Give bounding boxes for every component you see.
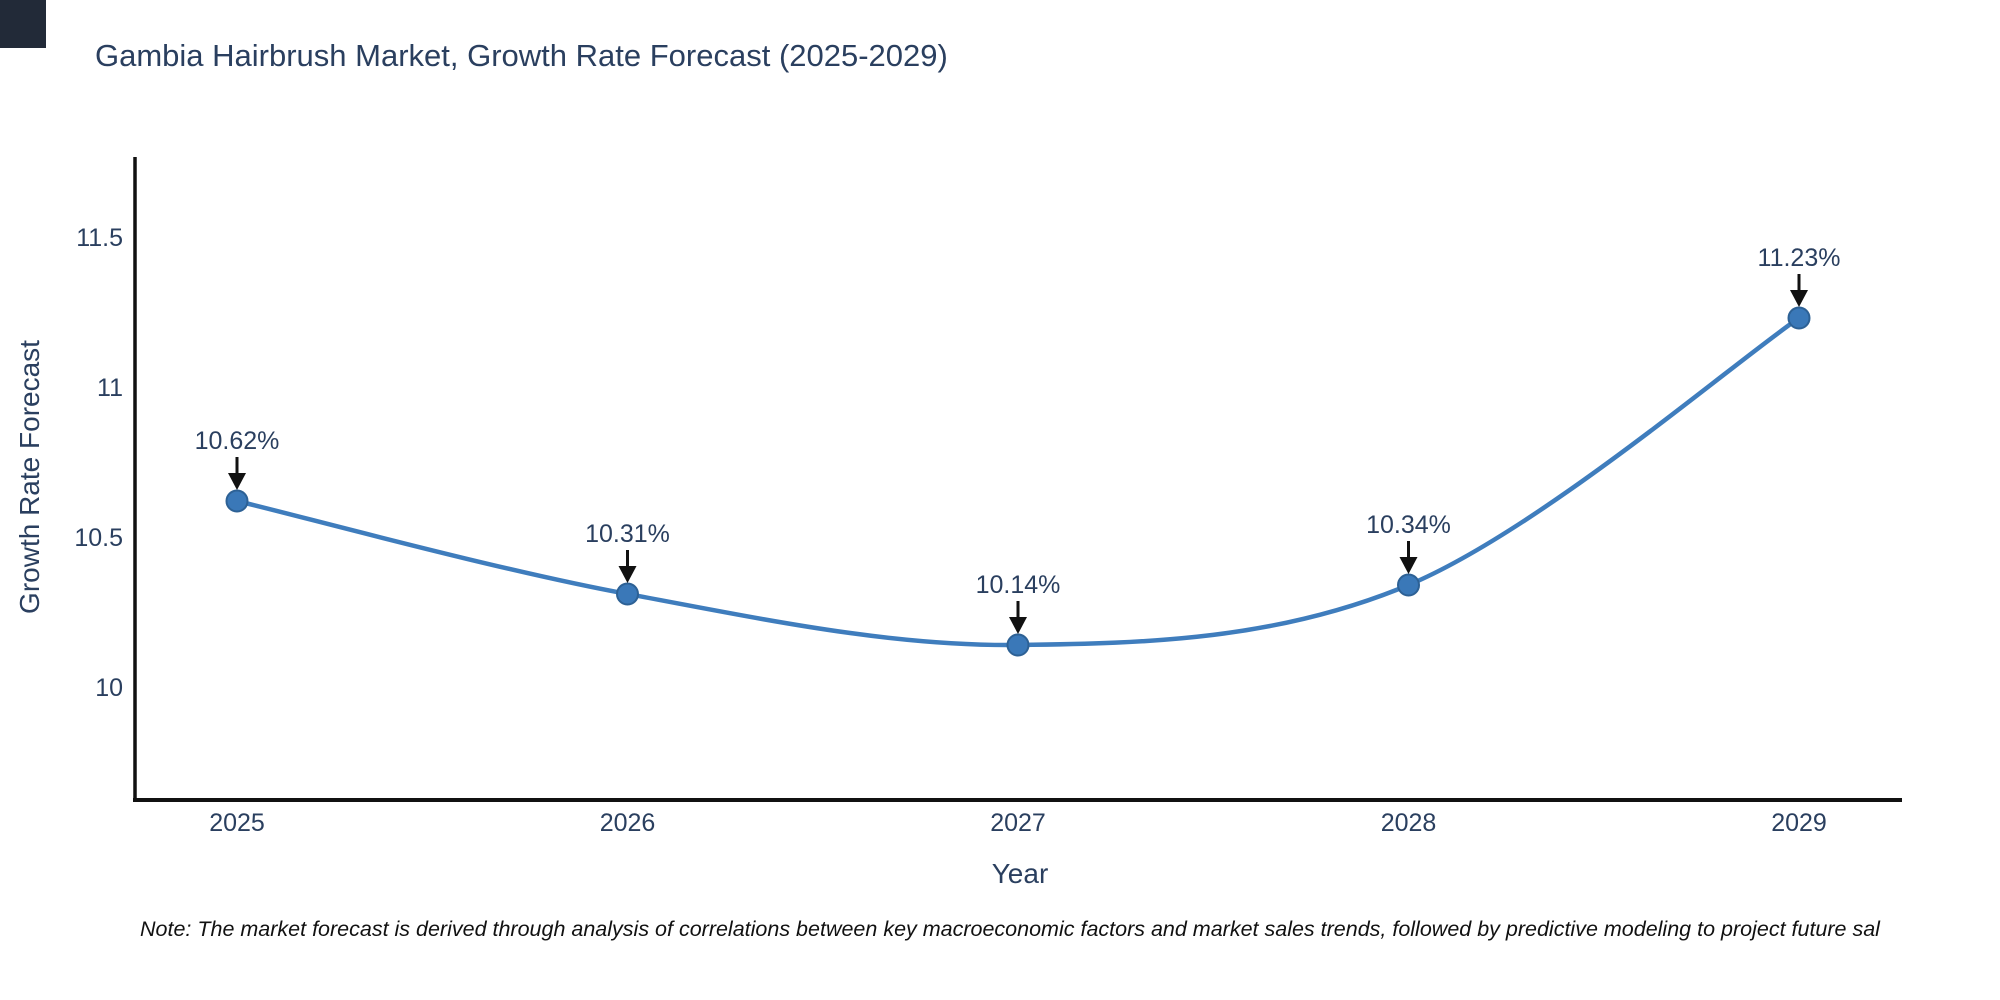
corner-artifact xyxy=(0,0,46,48)
annotation-label: 10.31% xyxy=(585,520,670,548)
annotation-label: 11.23% xyxy=(1758,244,1841,272)
annotation-arrowhead xyxy=(1399,557,1418,574)
data-point-marker xyxy=(225,489,249,513)
x-tick-label: 2026 xyxy=(600,809,656,837)
annotation-label: 10.34% xyxy=(1366,511,1451,539)
annotation-arrowhead xyxy=(1790,290,1808,307)
x-tick-label: 2029 xyxy=(1771,809,1827,837)
annotation-arrowhead xyxy=(1009,617,1027,634)
x-tick-label: 2028 xyxy=(1381,809,1437,837)
x-tick-label: 2025 xyxy=(209,809,265,837)
x-axis-title: Year xyxy=(991,858,1049,889)
y-tick-label: 11 xyxy=(97,374,123,402)
chart-title: Gambia Hairbrush Market, Growth Rate For… xyxy=(95,38,948,73)
annotation-arrowhead xyxy=(228,473,246,490)
footnote: Note: The market forecast is derived thr… xyxy=(140,917,1880,941)
data-point-marker xyxy=(1006,633,1030,657)
y-tick-label: 11.5 xyxy=(76,224,123,252)
annotation-label: 10.62% xyxy=(195,427,280,455)
annotation-arrowhead xyxy=(618,566,637,583)
x-tick-label: 2027 xyxy=(990,809,1046,837)
data-point-marker xyxy=(1787,306,1811,330)
y-tick-label: 10 xyxy=(95,674,123,702)
annotation-label: 10.14% xyxy=(976,571,1061,599)
chart-series-group: 10 10.5 11 11.5 2025 2026 2027 2028 2029 10.62% 10… xyxy=(74,224,1840,837)
y-tick-label: 10.5 xyxy=(74,524,123,552)
data-point-marker xyxy=(1397,573,1420,597)
data-point-marker xyxy=(616,582,639,606)
